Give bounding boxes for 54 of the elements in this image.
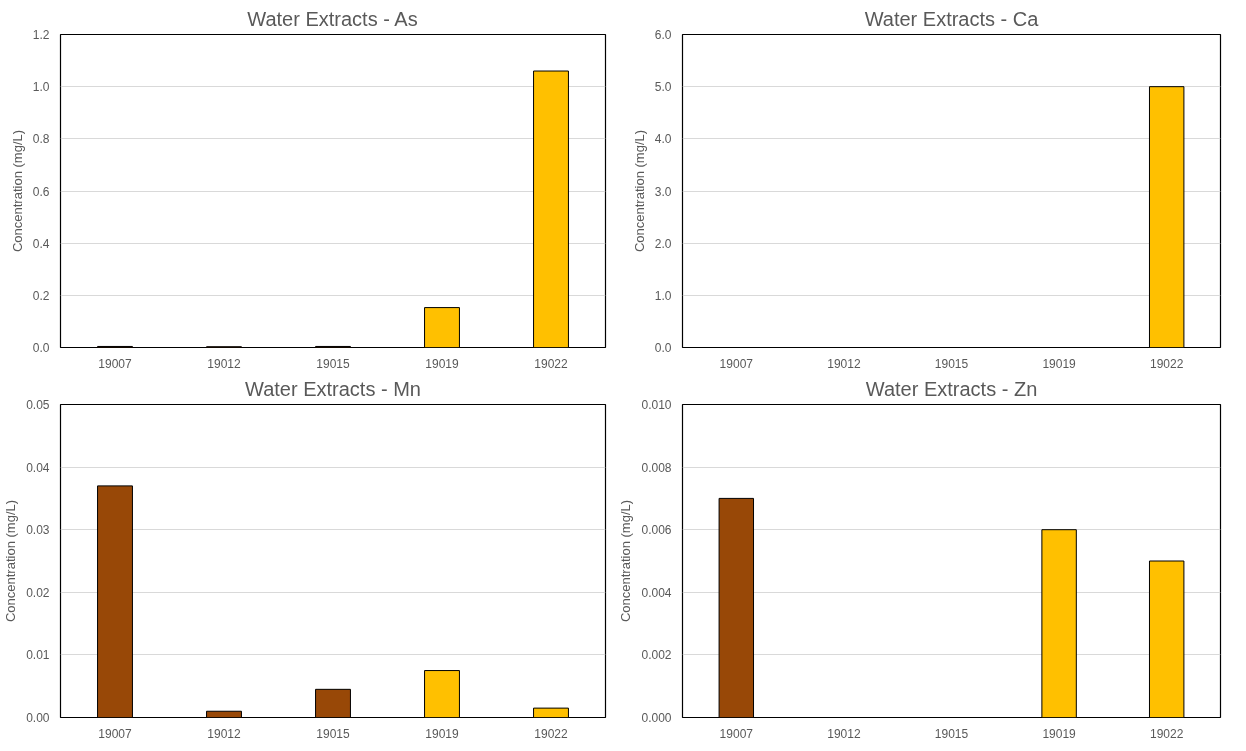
y-tick-label: 1.2 <box>32 28 50 42</box>
x-tick-label: 19015 <box>934 726 969 741</box>
y-tick-label: 0.002 <box>641 648 672 663</box>
x-tick-label: 19007 <box>98 726 133 741</box>
y-axis-title: Concentration (mg/L) <box>631 129 647 253</box>
x-tick-label: 19022 <box>1150 726 1184 741</box>
x-tick-label: 19012 <box>207 356 242 371</box>
y-tick-label: 1.0 <box>32 80 50 95</box>
x-tick-label: 19007 <box>98 356 133 371</box>
y-tick-label: 2.0 <box>654 236 672 251</box>
y-tick-label: 0.4 <box>32 236 50 251</box>
x-tick-label: 19007 <box>719 356 754 371</box>
y-tick-label: 0.008 <box>641 460 672 475</box>
y-tick-label: 5.0 <box>654 80 672 95</box>
chart-title: Water Extracts - Zn <box>865 377 1038 400</box>
y-tick-label: 0.00 <box>26 711 50 725</box>
y-tick-label: 0.8 <box>32 132 50 147</box>
y-tick-label: 0.01 <box>26 648 50 663</box>
x-tick-label: 19007 <box>719 726 754 741</box>
x-tick-label: 19022 <box>534 726 569 741</box>
x-tick-label: 19019 <box>1042 726 1077 741</box>
y-tick-label: 6.0 <box>654 28 672 42</box>
y-tick-label: 0.04 <box>26 460 50 475</box>
y-tick-label: 0.0 <box>654 341 672 355</box>
y-axis-title: Concentration (mg/L) <box>3 499 19 623</box>
y-tick-label: 0.02 <box>26 585 50 600</box>
y-tick-label: 3.0 <box>654 184 672 199</box>
x-tick-label: 19019 <box>1042 356 1077 371</box>
chart-title: Water Extracts - Ca <box>864 7 1040 30</box>
chart-title: Water Extracts - As <box>247 7 418 30</box>
x-tick-label: 19022 <box>534 356 569 371</box>
y-tick-label: 0.2 <box>32 288 50 303</box>
y-tick-label: 0.010 <box>641 398 672 412</box>
x-tick-label: 19015 <box>316 726 351 741</box>
y-tick-label: 0.006 <box>641 523 672 538</box>
x-tick-label: 19012 <box>827 356 861 371</box>
y-tick-label: 0.000 <box>641 711 672 725</box>
y-tick-label: 0.05 <box>26 398 50 412</box>
y-tick-label: 0.004 <box>641 585 672 600</box>
y-tick-label: 4.0 <box>654 132 672 147</box>
y-axis-title: Concentration (mg/L) <box>9 129 25 253</box>
x-tick-label: 19022 <box>1150 356 1184 371</box>
x-tick-label: 19012 <box>207 726 242 741</box>
y-tick-label: 0.03 <box>26 523 50 538</box>
x-tick-label: 19012 <box>827 726 861 741</box>
y-axis-title: Concentration (mg/L) <box>618 499 634 623</box>
chart-title: Water Extracts - Mn <box>245 377 421 400</box>
x-tick-label: 19015 <box>316 356 351 371</box>
y-tick-label: 1.0 <box>654 288 672 303</box>
x-tick-label: 19019 <box>425 356 460 371</box>
y-tick-label: 0.0 <box>32 341 50 355</box>
x-tick-label: 19019 <box>425 726 460 741</box>
x-tick-label: 19015 <box>934 356 969 371</box>
y-tick-label: 0.6 <box>32 184 50 199</box>
